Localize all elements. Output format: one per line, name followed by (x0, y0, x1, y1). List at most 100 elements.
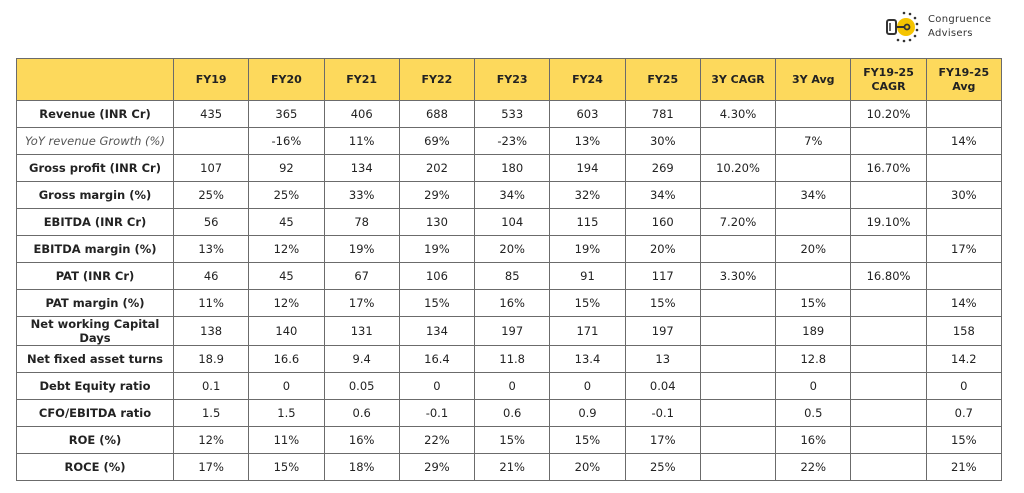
table-cell: 0.05 (323, 372, 400, 400)
table-cell: 19% (398, 235, 476, 263)
table-cell: -0.1 (624, 399, 701, 427)
table-cell: 29% (398, 181, 476, 209)
row-label: ROE (%) (16, 426, 174, 454)
table-row: Net working Capital Days 138 140 131 134 197 1… (16, 316, 1003, 346)
table-cell: 11% (248, 426, 325, 454)
table-cell: 17% (925, 235, 1003, 263)
table-cell (699, 127, 777, 155)
table-cell: 16% (323, 426, 400, 454)
row-label: ROCE (%) (16, 453, 174, 481)
table-cell: 20% (624, 235, 701, 263)
table-row: ROCE (%) 17% 15% 18% 29% 21% 20% 25% 22% 21% (16, 453, 1003, 481)
table-cell: 0.6 (323, 399, 400, 427)
table-cell: 16.70% (850, 154, 927, 182)
table-cell: 13% (172, 235, 250, 263)
table-row: EBITDA (INR Cr) 56 45 78 130 104 115 160 7.20% 19… (16, 208, 1003, 236)
table-cell (850, 316, 927, 346)
table-cell: 4.30% (699, 100, 777, 128)
financial-summary-table: FY19 FY20 FY21 FY22 FY23 FY24 FY25 3Y CAGR 3Y Av… (16, 58, 1003, 481)
table-cell: 19% (323, 235, 400, 263)
table-cell: 16% (775, 426, 852, 454)
table-cell: -0.1 (398, 399, 476, 427)
table-cell: 46 (172, 262, 250, 290)
table-cell (850, 289, 927, 317)
column-header: FY25 (624, 58, 701, 101)
table-cell: 19% (549, 235, 626, 263)
table-cell: 115 (549, 208, 626, 236)
table-cell: 197 (474, 316, 551, 346)
table-cell: 0.6 (474, 399, 551, 427)
table-cell: 30% (925, 181, 1003, 209)
table-cell (699, 399, 777, 427)
table-cell: 1.5 (172, 399, 250, 427)
table-row: YoY revenue Growth (%) -16% 11% 69% -23% 13% 3… (16, 127, 1003, 155)
table-cell: 16.6 (248, 345, 325, 373)
table-cell: 19.10% (850, 208, 927, 236)
table-cell: 194 (549, 154, 626, 182)
table-cell: 13% (549, 127, 626, 155)
table-cell: 14% (925, 289, 1003, 317)
table-cell: 92 (248, 154, 325, 182)
table-cell: -23% (474, 127, 551, 155)
table-row: Debt Equity ratio 0.1 0 0.05 0 0 0 0.04 0 0 (16, 372, 1003, 400)
table-cell: 9.4 (323, 345, 400, 373)
table-cell: 12% (172, 426, 250, 454)
table-cell: 0 (474, 372, 551, 400)
row-label: Gross margin (%) (16, 181, 174, 209)
table-cell: 130 (398, 208, 476, 236)
table-cell: 20% (775, 235, 852, 263)
table-cell: 13 (624, 345, 701, 373)
logo-text: Congruence Advisers (928, 13, 991, 41)
table-cell (699, 316, 777, 346)
table-cell (775, 100, 852, 128)
table-cell: 15% (474, 426, 551, 454)
table-cell: 533 (474, 100, 551, 128)
table-cell: 435 (172, 100, 250, 128)
table-cell: 85 (474, 262, 551, 290)
table-cell: 11% (172, 289, 250, 317)
table-header-row: FY19 FY20 FY21 FY22 FY23 FY24 FY25 3Y CAGR 3Y Av… (16, 58, 1003, 101)
row-label: Debt Equity ratio (16, 372, 174, 400)
table-cell: 34% (775, 181, 852, 209)
table-cell: 0 (549, 372, 626, 400)
table-cell (850, 181, 927, 209)
table-cell (699, 426, 777, 454)
table-cell: 14% (925, 127, 1003, 155)
table-cell (775, 154, 852, 182)
table-cell: 0 (925, 372, 1003, 400)
table-cell: 13.4 (549, 345, 626, 373)
table-cell (925, 154, 1003, 182)
table-cell: 16.4 (398, 345, 476, 373)
table-cell: 269 (624, 154, 701, 182)
table-row: PAT margin (%) 11% 12% 17% 15% 16% 15% 15% 15% 14… (16, 289, 1003, 317)
table-row: PAT (INR Cr) 46 45 67 106 85 91 117 3.30% 16.80% (16, 262, 1003, 290)
column-header: FY19-25 CAGR (850, 58, 927, 101)
table-cell: 21% (925, 453, 1003, 481)
table-cell (699, 345, 777, 373)
table-cell (850, 399, 927, 427)
table-cell: 106 (398, 262, 476, 290)
row-label: Net working Capital Days (16, 316, 174, 346)
table-cell: 22% (775, 453, 852, 481)
table-cell: 0.1 (172, 372, 250, 400)
table-cell (775, 208, 852, 236)
header-cell-blank (16, 58, 174, 101)
table-cell: 56 (172, 208, 250, 236)
table-row: Gross profit (INR Cr) 107 92 134 202 180 194 26… (16, 154, 1003, 182)
table-cell (850, 127, 927, 155)
table-cell: 15% (398, 289, 476, 317)
table-cell: 134 (323, 154, 400, 182)
table-cell: 34% (474, 181, 551, 209)
row-label: Net fixed asset turns (16, 345, 174, 373)
row-label: YoY revenue Growth (%) (16, 127, 174, 155)
table-cell: 29% (398, 453, 476, 481)
table-cell: 202 (398, 154, 476, 182)
table-cell: 15% (624, 289, 701, 317)
row-label: CFO/EBITDA ratio (16, 399, 174, 427)
table-cell: 17% (172, 453, 250, 481)
table-cell: 0.7 (925, 399, 1003, 427)
table-cell: 25% (624, 453, 701, 481)
table-cell: 781 (624, 100, 701, 128)
column-header: FY19 (172, 58, 250, 101)
table-cell: 12.8 (775, 345, 852, 373)
